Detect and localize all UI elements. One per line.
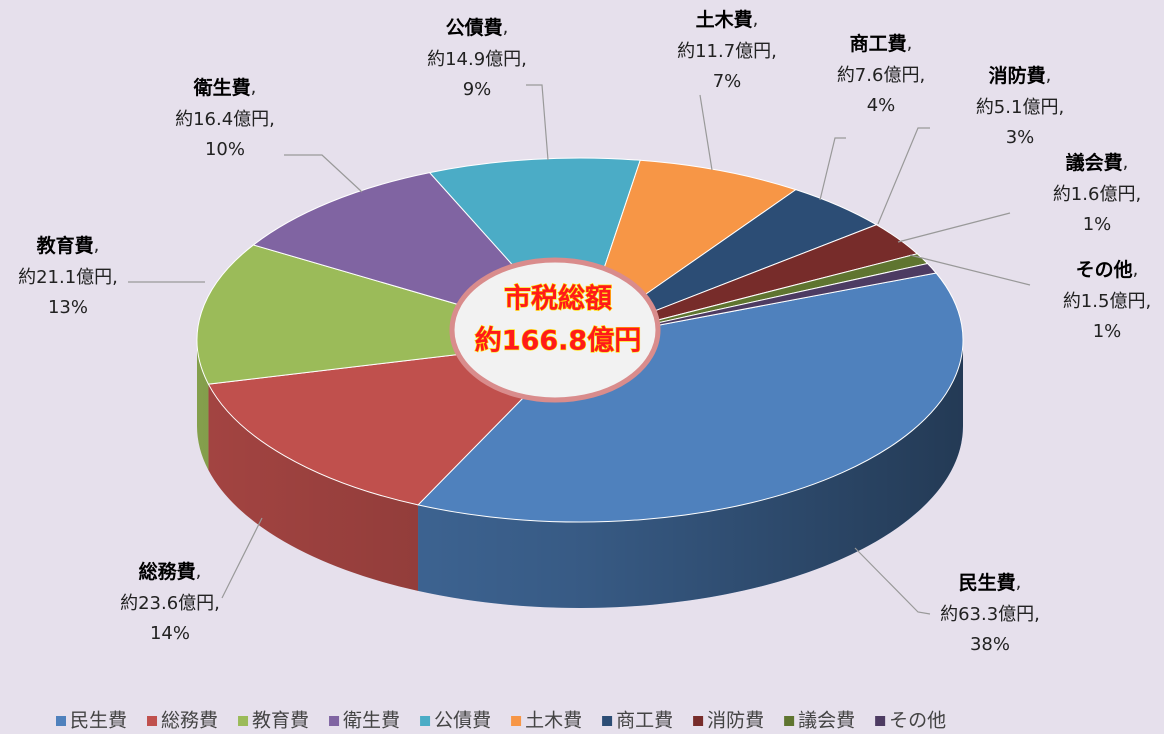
category-name: 消防費 — [989, 64, 1046, 87]
data-label-percent: 14% — [150, 623, 190, 644]
data-label-value: 約5.1億円, — [976, 97, 1064, 118]
category-name: 衛生費 — [193, 76, 251, 99]
data-label-value: 約14.9億円, — [427, 49, 527, 70]
category-name: 土木費 — [696, 8, 753, 31]
slice — [579, 263, 938, 341]
separator: , — [1046, 65, 1052, 86]
data-label-name: 衛生費, — [193, 76, 257, 99]
data-label-name: 消防費, — [989, 64, 1052, 87]
data-label-name: 議会費, — [1066, 151, 1129, 174]
data-label-percent: 1% — [1093, 321, 1122, 342]
category-name: 総務費 — [139, 560, 196, 583]
legend-label: 教育費 — [252, 710, 309, 732]
legend-swatch — [238, 716, 249, 726]
data-label-percent: 10% — [205, 139, 245, 160]
category-name: 議会費 — [1066, 151, 1123, 174]
data-label-name: 教育費, — [37, 234, 100, 257]
data-label-value: 約7.6億円, — [837, 65, 925, 86]
legend-swatch — [56, 716, 66, 726]
data-label-value: 約63.3億円, — [940, 604, 1040, 625]
slice — [417, 272, 964, 523]
data-label-name: 土木費, — [696, 8, 759, 31]
legend-label: その他 — [889, 710, 946, 732]
data-label-percent: 1% — [1083, 214, 1112, 235]
legend-swatch — [329, 716, 340, 726]
legend-swatch — [511, 716, 522, 726]
category-name: 民生費 — [959, 571, 1016, 594]
legend-label: 民生費 — [70, 710, 127, 732]
category-name: 商工費 — [850, 32, 907, 55]
legend-label: 公債費 — [434, 710, 491, 732]
separator: , — [94, 235, 100, 256]
legend-label: 土木費 — [525, 710, 582, 732]
data-label-value: 約21.1億円, — [18, 267, 118, 288]
separator: , — [1016, 572, 1022, 593]
leader-line — [221, 517, 263, 599]
separator: , — [196, 561, 202, 582]
data-label-percent: 7% — [713, 71, 742, 92]
legend-label: 商工費 — [616, 710, 673, 732]
data-label-name: その他, — [1076, 258, 1139, 281]
data-label-percent: 38% — [970, 634, 1010, 655]
legend-swatch — [602, 716, 613, 726]
leader-line — [897, 212, 1011, 243]
legend-label: 総務費 — [161, 710, 218, 732]
side-shade — [197, 340, 963, 608]
legend-label: 消防費 — [707, 710, 764, 732]
leader-line — [877, 127, 930, 225]
legend-swatch — [420, 716, 431, 726]
leader-line — [284, 154, 363, 193]
data-label-value: 約1.5億円, — [1063, 291, 1151, 312]
data-label-name: 商工費, — [850, 32, 913, 55]
center-label: 市税総額 — [504, 283, 612, 315]
separator: , — [907, 33, 913, 54]
data-label-percent: 3% — [1006, 127, 1035, 148]
data-label-value: 約23.6億円, — [120, 593, 220, 614]
leader-line — [854, 547, 931, 615]
separator: , — [1123, 152, 1129, 173]
data-label-percent: 13% — [48, 297, 88, 318]
separator: , — [251, 77, 257, 98]
data-label-name: 民生費, — [959, 571, 1022, 594]
legend-swatch — [693, 716, 704, 726]
data-label-name: 総務費, — [139, 560, 202, 583]
category-name: その他 — [1076, 258, 1133, 281]
data-label-name: 公債費, — [446, 16, 509, 39]
center-label: 約166.8億円 — [475, 325, 641, 357]
category-name: 公債費 — [446, 16, 503, 39]
separator: , — [1133, 259, 1139, 280]
center-badge — [449, 257, 661, 403]
legend-swatch — [784, 716, 795, 726]
data-label-percent: 9% — [463, 79, 492, 100]
separator: , — [753, 9, 759, 30]
data-label-value: 約11.7億円, — [677, 41, 777, 62]
leader-line — [526, 84, 549, 161]
leader-line — [909, 254, 1031, 286]
category-name: 教育費 — [37, 234, 94, 257]
data-label-percent: 4% — [867, 95, 896, 116]
legend-swatch — [875, 716, 886, 726]
data-label-value: 約16.4億円, — [175, 109, 275, 130]
leader-line — [699, 94, 713, 171]
separator: , — [503, 17, 509, 38]
legend-swatch — [147, 716, 158, 726]
legend-label: 衛生費 — [343, 710, 400, 732]
leader-line — [819, 137, 846, 201]
legend-label: 議会費 — [798, 710, 855, 732]
data-label-value: 約1.6億円, — [1053, 184, 1141, 205]
